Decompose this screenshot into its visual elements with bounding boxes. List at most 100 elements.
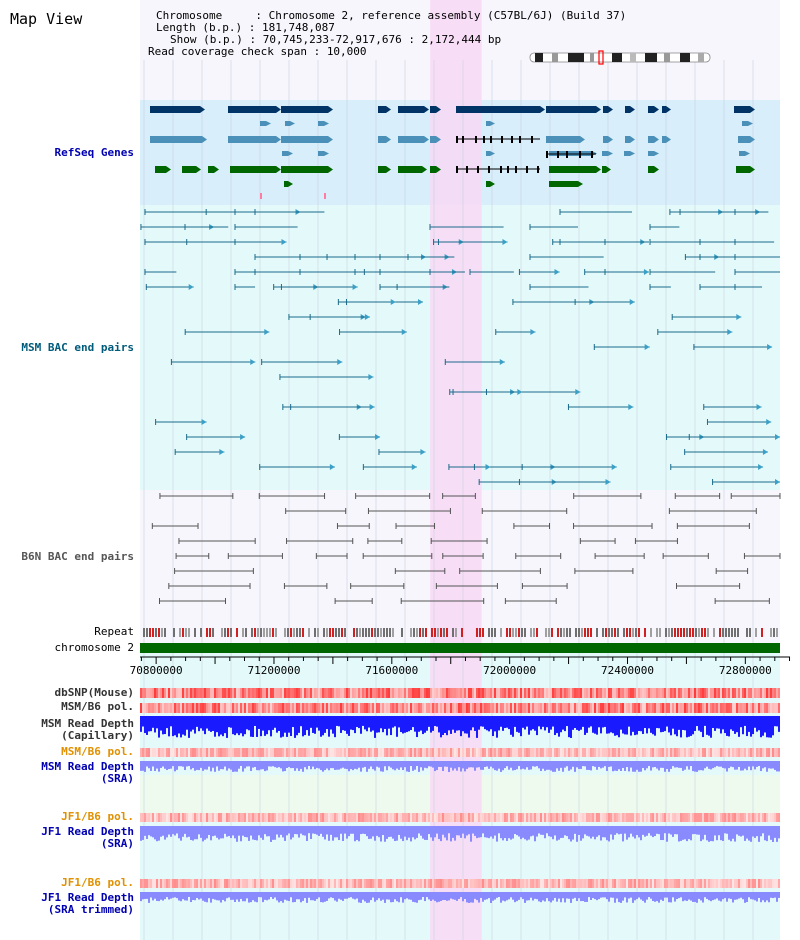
msm-depth-cap-bar [452,716,454,730]
dbsnp-heat [316,688,318,698]
msm-pol-heat [692,703,694,713]
msm-pol-heat [212,703,214,713]
msm-depth-sra-bar [554,761,556,772]
jf1-depth-trim-bar [376,892,378,901]
jf1-pol-heat [272,813,274,822]
jf1-depth-trim-bar [470,892,472,903]
dbsnp-heat [556,688,558,698]
ideogram-band [568,53,584,62]
jf1-depth-trim-bar [290,892,292,898]
jf1-depth-trim-bar [424,892,426,902]
msm-depth-cap-bar [768,716,770,738]
jf1-pol-heat [544,813,546,822]
refseq-gene [739,151,745,156]
gene-strand [422,166,427,173]
msm-pol-sra-heat [206,748,208,757]
msm-pol-heat [428,703,430,713]
msm-depth-sra-bar [618,761,620,770]
repeat-block [227,628,229,637]
msm-bac-label[interactable]: MSM BAC end pairs [21,341,134,354]
msm-pol-sra-heat [426,748,428,757]
msm-depth-cap-bar [590,716,592,727]
msm-b6-pol-label[interactable]: MSM/B6 pol. [61,700,134,713]
msm-depth-cap-bar [520,716,522,737]
msm-pol-sra-heat [652,748,654,757]
repeat-block [584,628,586,637]
msm-depth-sra-bar [458,761,460,768]
msm-pol-sra-heat [296,748,298,757]
msm-depth-cap-bar [476,716,478,738]
b6n-bac-label[interactable]: B6N BAC end pairs [21,550,134,563]
jf1-pol-heat [678,813,680,822]
jf1-depth-trim-bar [278,892,280,903]
jf1-depth-trim-bar [510,892,512,898]
msm-bac-arrow [736,314,742,320]
jf1-pol-trim-heat [408,879,410,888]
jf1-depth-trim-bar [772,892,774,899]
msm-depth-sra-bar [408,761,410,772]
repeat-block [440,628,442,637]
msm-read-depth-sra-label[interactable]: MSM Read Depth [41,760,134,773]
jf1-pol-heat [616,813,618,822]
msm-read-depth-cap-label[interactable]: MSM Read Depth [41,717,134,730]
refseq-genes-label[interactable]: RefSeq Genes [54,146,134,159]
gene-strand [424,106,429,113]
msm-depth-cap-bar [378,716,380,733]
jf1-depth-trim-bar [550,892,552,903]
jf1-depth-sra-bar [480,826,482,838]
msm-depth-sra-bar [514,761,516,771]
dbsnp-heat [594,688,596,698]
msm-b6-pol-sra-label[interactable]: MSM/B6 pol. [61,745,134,758]
msm-depth-sra-bar [176,761,178,770]
msm-pol-heat [268,703,270,713]
repeat-block [611,628,613,637]
jf1-depth-trim-bar [612,892,614,898]
dbsnp-label[interactable]: dbSNP(Mouse) [54,686,134,699]
jf1-depth-trim-bar [142,892,144,900]
msm-depth-cap-bar [156,716,158,729]
msm-bac-arrow [201,419,207,425]
jf1-pol-trim-heat [344,879,346,888]
repeat-block [266,628,268,637]
jf1-b6-pol-trim-label[interactable]: JF1/B6 pol. [61,876,134,889]
msm-bac-arrow [219,449,225,455]
msm-pol-sra-heat [710,748,712,757]
jf1-depth-trim-bar [274,892,276,898]
msm-pol-heat [216,703,218,713]
gene-strand [202,136,207,143]
msm-pol-sra-heat [702,748,704,757]
jf1-pol-trim-heat [422,879,424,888]
dbsnp-heat [722,688,724,698]
jf1-sra-label: (SRA) [100,837,134,850]
msm-depth-cap-bar [346,716,348,734]
msm-depth-cap-bar [546,716,548,728]
jf1-read-depth-trim-label[interactable]: JF1 Read Depth [41,891,134,904]
msm-pol-heat [310,703,312,713]
gene-strand [324,121,329,126]
msm-pol-sra-heat [318,748,320,757]
dbsnp-heat [534,688,536,698]
dbsnp-heat [454,688,456,698]
jf1-depth-trim-bar [328,892,330,899]
msm-depth-sra-bar [446,761,448,767]
msm-depth-sra-bar [226,761,228,771]
msm-pol-heat [670,703,672,713]
msm-pol-sra-heat [236,748,238,757]
jf1-read-depth-sra-label[interactable]: JF1 Read Depth [41,825,134,838]
repeat-block [521,628,523,637]
jf1-pol-heat [280,813,282,822]
msm-depth-sra-bar [596,761,598,770]
msm-pol-sra-heat [738,748,740,757]
jf1-b6-pol-label[interactable]: JF1/B6 pol. [61,810,134,823]
msm-depth-sra-bar [626,761,628,768]
jf1-pol-heat [564,813,566,822]
msm-depth-sra-bar [472,761,474,768]
jf1-pol-trim-heat [574,879,576,888]
jf1-pol-heat [388,813,390,822]
refseq-gene [284,181,288,187]
msm-depth-sra-bar [306,761,308,770]
msm-depth-sra-bar [658,761,660,771]
jf1-pol-heat [242,813,244,822]
jf1-depth-trim-bar [398,892,400,903]
